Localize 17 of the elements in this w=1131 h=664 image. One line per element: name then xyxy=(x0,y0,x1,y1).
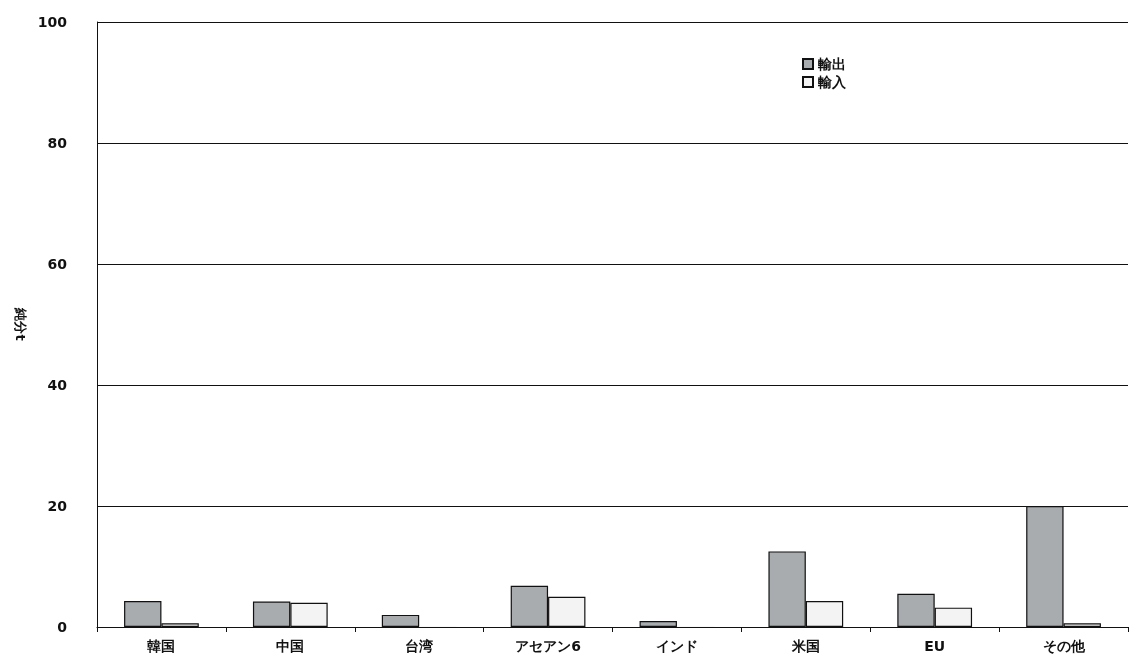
x-tick-label: 中国 xyxy=(276,638,305,654)
x-tick-label: 米国 xyxy=(790,638,820,654)
y-tick-label: 80 xyxy=(47,135,68,151)
y-tick-label: 40 xyxy=(47,377,68,393)
legend-label: 輸入 xyxy=(817,74,847,90)
y-tick-label: 60 xyxy=(47,256,68,272)
y-axis-title: 純分t xyxy=(12,307,28,341)
y-tick-label: 100 xyxy=(37,14,68,30)
x-tick-label: その他 xyxy=(1042,638,1086,654)
x-tick-label: 台湾 xyxy=(405,638,434,654)
x-tick-label: EU xyxy=(924,638,946,654)
x-tick-label: 韓国 xyxy=(147,638,176,654)
x-tick-label: アセアン6 xyxy=(515,638,581,654)
y-tick-label: 0 xyxy=(57,619,68,635)
y-tick-label: 20 xyxy=(47,498,68,514)
legend-label: 輸出 xyxy=(817,56,846,72)
x-tick-label: インド xyxy=(655,638,698,654)
